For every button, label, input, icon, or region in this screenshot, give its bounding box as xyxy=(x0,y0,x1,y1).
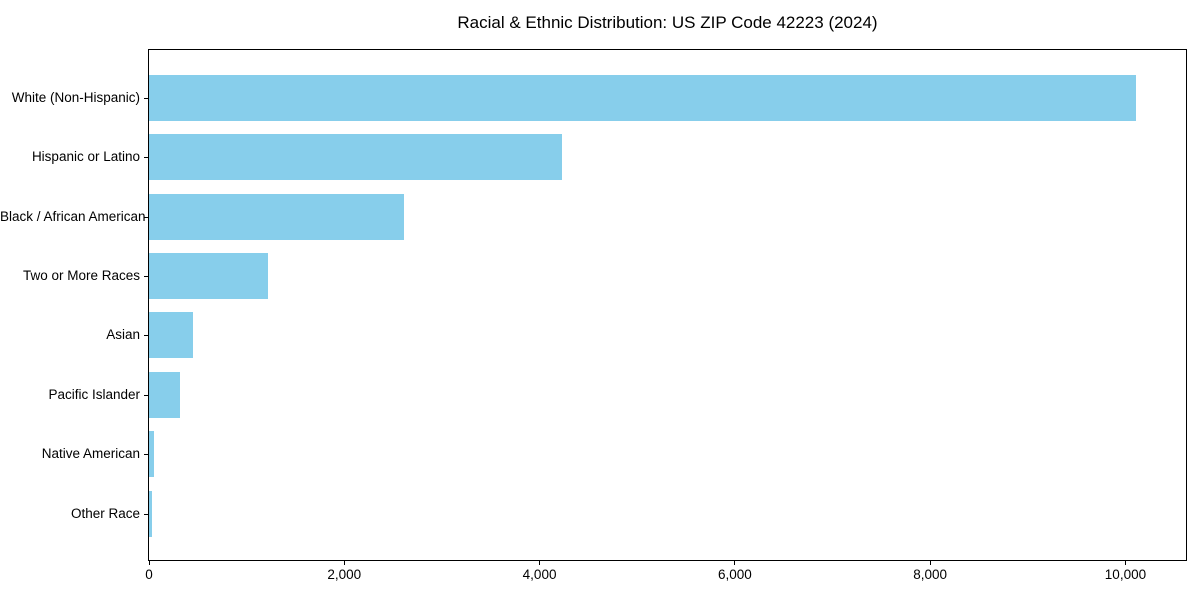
y-axis-tick-mark xyxy=(144,454,149,455)
x-axis-tick-label: 4,000 xyxy=(522,567,557,582)
bar xyxy=(149,431,154,478)
y-axis-tick-mark xyxy=(144,157,149,158)
x-axis-tick-mark xyxy=(148,561,150,565)
y-axis-tick-mark xyxy=(144,395,149,396)
x-axis-tick-label: 10,000 xyxy=(1104,567,1147,582)
y-axis-tick-mark xyxy=(144,217,149,218)
y-axis-category-label: Native American xyxy=(41,446,140,462)
y-axis-category-label: Asian xyxy=(106,327,140,343)
bar xyxy=(149,490,152,537)
x-axis-tick-label: 8,000 xyxy=(913,567,948,582)
y-axis-tick-mark xyxy=(144,276,149,277)
y-axis-category-label: White (Non-Hispanic) xyxy=(11,89,140,105)
x-axis-tick-label: 2,000 xyxy=(327,567,362,582)
x-axis-tick-mark xyxy=(929,561,931,565)
y-axis-category-label: Black / African American xyxy=(0,208,146,224)
y-axis-category-label: Two or More Races xyxy=(22,268,140,283)
x-axis-tick-mark xyxy=(734,561,736,565)
bar xyxy=(149,193,404,240)
y-axis-tick-mark xyxy=(144,98,149,99)
y-axis-tick-mark xyxy=(144,514,149,515)
bar xyxy=(149,312,193,359)
y-axis-tick-mark xyxy=(144,335,149,336)
bar xyxy=(149,134,563,181)
bars-layer xyxy=(149,50,1186,560)
bar xyxy=(149,74,1137,121)
x-axis-tick-mark xyxy=(539,561,541,565)
bar xyxy=(149,253,269,299)
y-axis-category-label: Other Race xyxy=(70,505,140,521)
y-axis-category-label: Pacific Islander xyxy=(48,386,140,402)
x-axis-tick-mark xyxy=(343,561,345,565)
chart-title: Racial & Ethnic Distribution: US ZIP Cod… xyxy=(457,13,878,32)
x-axis-tick-label: 6,000 xyxy=(717,567,752,582)
bar xyxy=(149,371,181,418)
y-axis-category-label: Hispanic or Latino xyxy=(31,149,140,165)
x-axis-tick-mark xyxy=(1124,561,1126,565)
x-axis-tick-label: 0 xyxy=(145,567,153,582)
